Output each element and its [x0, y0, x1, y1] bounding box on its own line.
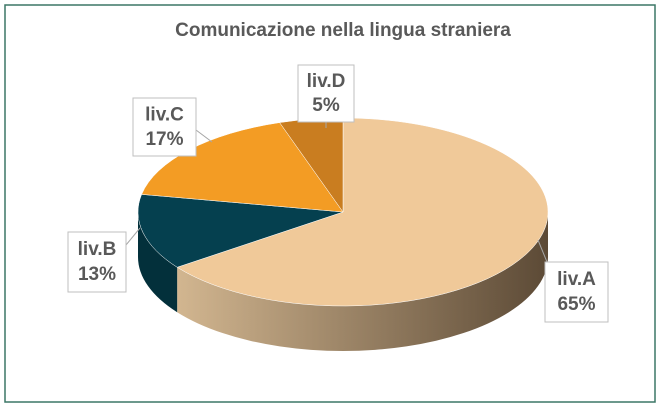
data-label: 13% [78, 264, 116, 285]
chart-title: Comunicazione nella lingua straniera [175, 20, 511, 41]
label-category: liv.A [557, 269, 596, 290]
leader-line [537, 239, 548, 263]
slice-side [177, 212, 548, 351]
label-box [297, 64, 355, 123]
label-box [67, 231, 127, 293]
data-label: 5% [312, 95, 340, 116]
label-category: liv.D [307, 71, 346, 92]
leader-line [195, 129, 213, 143]
data-label: 65% [557, 294, 595, 315]
labels: liv.A 65% liv.B 13% liv.C 17% liv.D 5% [67, 64, 609, 323]
label-box [544, 261, 609, 323]
leader-line [125, 227, 141, 246]
label-category: liv.B [78, 239, 117, 260]
slice-side [138, 212, 178, 313]
slice [137, 194, 344, 268]
slice [176, 117, 549, 307]
pie [137, 117, 549, 351]
label-category: liv.C [145, 104, 184, 125]
label-box [132, 97, 197, 157]
data-label: 17% [145, 129, 183, 150]
